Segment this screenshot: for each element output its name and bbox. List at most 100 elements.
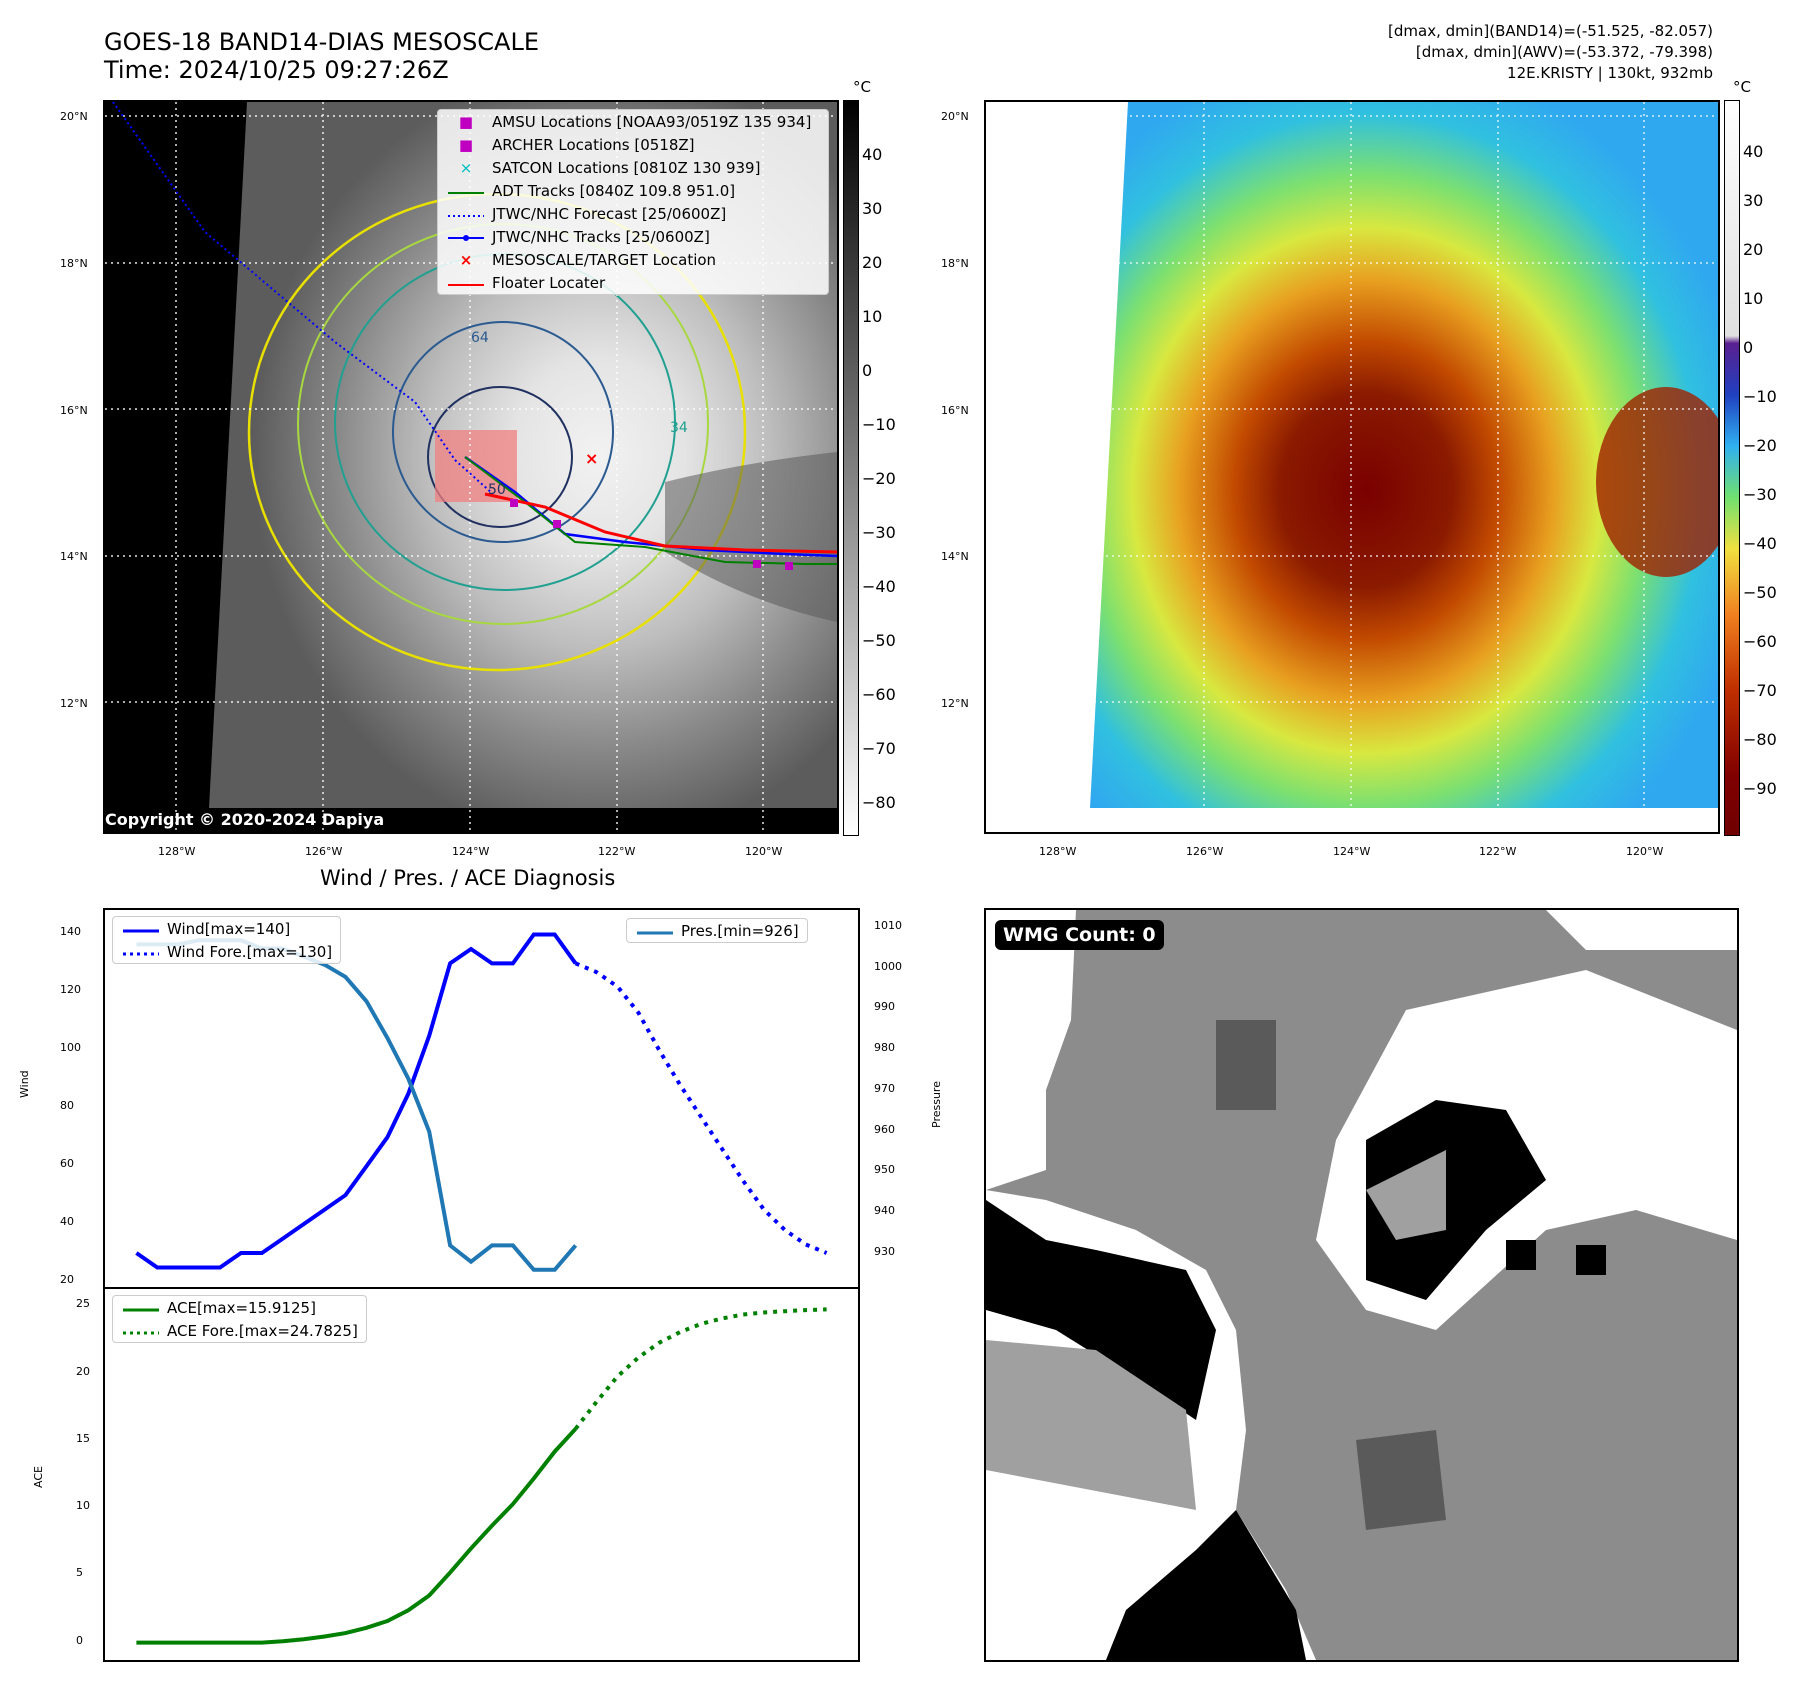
colorbar-tick-label: −80 [1743, 730, 1777, 749]
chart-time: Time: 2024/10/25 09:27:26Z [104, 56, 449, 84]
pressure-tick-label: 930 [874, 1244, 895, 1258]
colorbar-tick-label: −50 [1743, 583, 1777, 602]
line-marker-icon [635, 922, 675, 940]
colorbar-gray [843, 100, 859, 836]
x-marker-icon: × [459, 250, 473, 269]
lat-label: 18°N [60, 257, 88, 270]
legend-item: Floater Locater [438, 271, 828, 294]
colorbar-tick-label: 0 [862, 361, 873, 380]
lat-label: 20°N [60, 110, 88, 123]
lat-label: 12°N [941, 697, 969, 710]
wind-legend: Wind[max=140] Wind Fore.[max=130] [112, 916, 342, 964]
line-dot-icon [446, 228, 486, 246]
target-marker: × [585, 449, 598, 468]
colorbar-tick-label: −10 [862, 415, 896, 434]
dotted-line-icon [121, 1322, 161, 1340]
dotted-line-icon [446, 205, 486, 223]
colorbar-tick-label: 10 [1743, 289, 1764, 308]
contour-label: 34 [670, 420, 688, 436]
colorbar-tick-label: 30 [862, 199, 883, 218]
lon-label: 128°W [1039, 845, 1077, 858]
lon-label: 120°W [1626, 845, 1664, 858]
lon-label: 128°W [158, 845, 196, 858]
ace-tick-label: 25 [76, 1297, 90, 1311]
dmax-band14: [dmax, dmin](BAND14)=(-51.525, -82.057) [1388, 22, 1713, 40]
pressure-axis-label: Pressure [930, 1081, 943, 1128]
wind-pres-plot [135, 932, 828, 1272]
wind-tick-label: 40 [60, 1215, 74, 1229]
colorbar-tick-label: 0 [1743, 338, 1754, 357]
wind-pres-panel [103, 908, 860, 1288]
lat-label: 12°N [60, 697, 88, 710]
pressure-tick-label: 940 [874, 1203, 895, 1217]
legend-item: ACE Fore.[max=24.7825] [113, 1319, 366, 1342]
legend-item: ■ AMSU Locations [NOAA93/0519Z 135 934] [438, 110, 828, 133]
pressure-legend: Pres.[min=926] [626, 918, 808, 943]
pressure-tick-label: 950 [874, 1163, 895, 1177]
wind-axis-label: Wind [18, 1070, 31, 1098]
lat-label: 18°N [941, 257, 969, 270]
legend-item: JTWC/NHC Tracks [25/0600Z] [438, 225, 828, 248]
colorbar-tick-label: −60 [862, 685, 896, 704]
pressure-tick-label: 960 [874, 1122, 895, 1136]
pressure-tick-label: 970 [874, 1081, 895, 1095]
legend-item: Pres.[min=926] [627, 919, 807, 942]
series-line [135, 932, 578, 1270]
colorbar-tick-label: −20 [862, 469, 896, 488]
series-line [136, 1427, 578, 1645]
lat-label: 14°N [60, 550, 88, 563]
map-legend: ■ AMSU Locations [NOAA93/0519Z 135 934] ■… [437, 109, 829, 295]
lon-label: 122°W [598, 845, 636, 858]
colorbar-tick-label: 40 [862, 145, 883, 164]
ace-tick-label: 15 [76, 1431, 90, 1445]
contour-label: 50 [488, 482, 506, 498]
line-marker-icon [121, 920, 161, 938]
pressure-tick-label: 980 [874, 1041, 895, 1055]
wind-tick-label: 60 [60, 1157, 74, 1171]
colorbar-tick-label: −30 [1743, 485, 1777, 504]
colorbar-tick-label: −60 [1743, 632, 1777, 651]
ace-tick-label: 20 [76, 1364, 90, 1378]
colorbar-tick-label: −50 [862, 631, 896, 650]
legend-item: ACE[max=15.9125] [113, 1296, 366, 1319]
colorbar-unit: °C [853, 78, 871, 96]
legend-item: JTWC/NHC Forecast [25/0600Z] [438, 202, 828, 225]
ace-tick-label: 5 [76, 1566, 83, 1580]
colorbar-color [1724, 100, 1740, 836]
chart-title: GOES-18 BAND14-DIAS MESOSCALE [104, 28, 540, 56]
diagnosis-title: Wind / Pres. / ACE Diagnosis [320, 866, 616, 890]
lat-label: 16°N [60, 404, 88, 417]
wmg-image [986, 910, 1737, 1660]
colorbar-tick-label: −30 [862, 523, 896, 542]
pressure-tick-label: 990 [874, 1000, 895, 1014]
x-marker-icon: × [459, 158, 473, 177]
lon-label: 120°W [745, 845, 783, 858]
color-map-panel [984, 100, 1720, 834]
wind-tick-label: 20 [60, 1273, 74, 1286]
wind-tick-label: 100 [60, 1041, 81, 1055]
ace-plot [136, 1307, 827, 1645]
ace-tick-label: 10 [76, 1499, 90, 1513]
legend-item: Wind[max=140] [113, 917, 340, 940]
color-map [986, 102, 1718, 832]
colorbar-unit: °C [1733, 78, 1751, 96]
dmax-awv: [dmax, dmin](AWV)=(-53.372, -79.398) [1415, 43, 1713, 61]
ace-tick-label: 0 [76, 1633, 83, 1647]
colorbar-tick-label: −20 [1743, 436, 1777, 455]
colorbar-tick-label: −90 [1743, 779, 1777, 798]
colorbar-tick-label: 20 [862, 253, 883, 272]
contour-label: 64 [471, 330, 489, 346]
colorbar-tick-label: −40 [1743, 534, 1777, 553]
series-line [574, 961, 828, 1255]
lat-label: 20°N [941, 110, 969, 123]
dotted-line-icon [121, 943, 161, 961]
lon-label: 124°W [1333, 845, 1371, 858]
legend-item: ■ ARCHER Locations [0518Z] [438, 133, 828, 156]
colorbar-tick-label: −70 [862, 739, 896, 758]
square-marker-icon: ■ [458, 112, 474, 131]
line-marker-icon [446, 274, 486, 292]
ace-axis-label: ACE [32, 1466, 45, 1488]
colorbar-tick-label: −40 [862, 577, 896, 596]
colorbar-tick-label: −80 [862, 793, 896, 812]
pressure-tick-label: 1000 [874, 959, 902, 973]
